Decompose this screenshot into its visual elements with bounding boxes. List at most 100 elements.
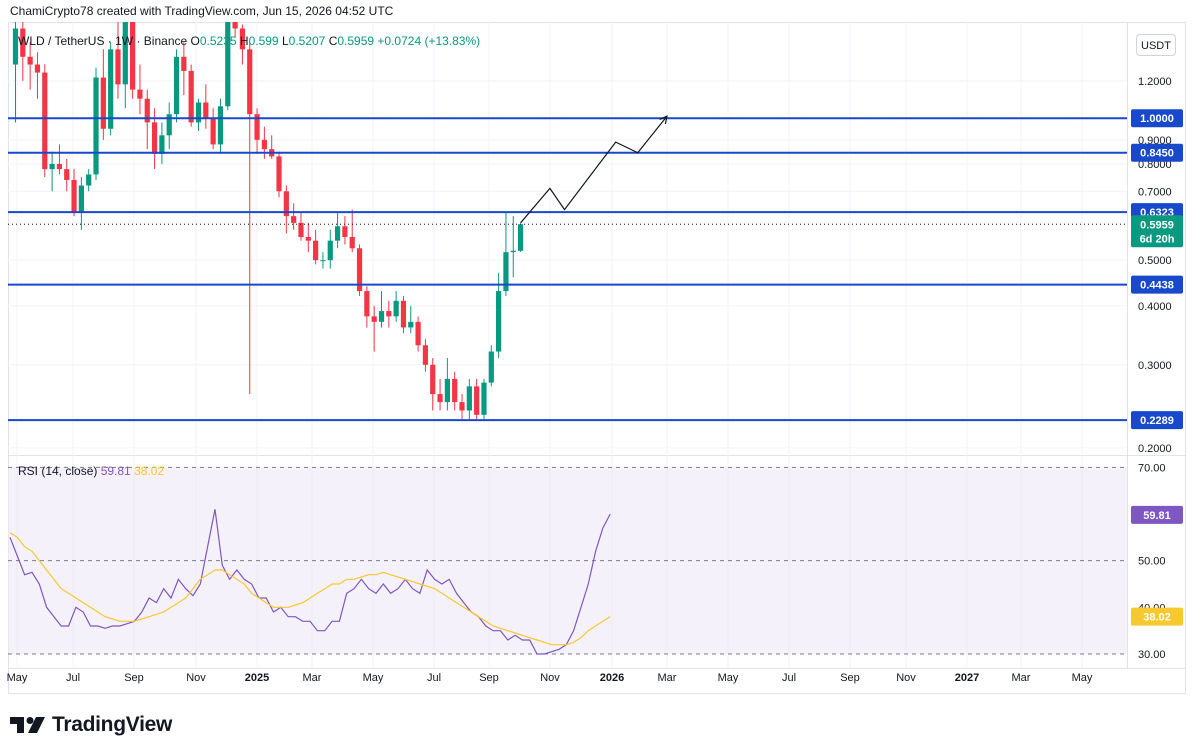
candle-body — [71, 179, 77, 213]
candle-body — [217, 106, 224, 145]
rsi-tick-label: 50.00 — [1138, 556, 1166, 568]
time-tick-label: Jul — [66, 672, 80, 684]
time-tick-label: Nov — [896, 672, 916, 684]
price-tick-label: 1.2000 — [1138, 76, 1172, 88]
brand-name: TradingView — [52, 713, 173, 736]
close-label: C — [328, 34, 338, 48]
candle-body — [27, 56, 33, 65]
candle-body — [510, 250, 516, 253]
time-tick-label: May — [7, 672, 28, 684]
candle-body — [195, 102, 202, 123]
candle-body — [393, 300, 399, 317]
price-tick-label: 0.4000 — [1138, 301, 1172, 313]
projection-arrowhead — [659, 115, 668, 125]
rsi-legend: RSI (14, close) 59.81 38.02 — [18, 464, 164, 478]
symbol-legend: WLD / TetherUS · 1W · Binance O0.5235 H0… — [18, 34, 480, 48]
price-tick-label: 0.3000 — [1138, 360, 1172, 372]
candle-body — [488, 351, 494, 383]
candle-body — [93, 77, 99, 175]
candle-body — [100, 77, 106, 129]
time-tick-label: Sep — [479, 672, 499, 684]
high-value: 0.599 — [248, 34, 279, 48]
time-tick-label: May — [718, 672, 739, 684]
candle-body — [247, 49, 253, 115]
candle-body — [34, 64, 41, 73]
candle-body — [496, 291, 502, 352]
candle-body — [517, 224, 524, 251]
time-tick-label: Mar — [658, 672, 677, 684]
candles — [12, 22, 524, 420]
candle-body — [144, 98, 150, 123]
rsi-tick-label: 30.00 — [1138, 649, 1166, 661]
candle-body — [78, 185, 84, 213]
rsi-ma-line — [9, 532, 611, 646]
candle-body — [42, 72, 48, 170]
close-value: 0.5959 — [337, 34, 375, 48]
rsi-current-value: 59.81 — [100, 464, 131, 478]
candle-body — [356, 248, 363, 292]
rsi-ma-value-tag-label: 38.02 — [1143, 612, 1171, 624]
candle-body — [400, 300, 407, 328]
candle-body — [173, 56, 180, 115]
candle-body — [503, 252, 509, 292]
level-price-tag — [1131, 143, 1183, 162]
open-label: O — [190, 34, 200, 48]
candle-body — [305, 236, 311, 241]
open-value: 0.5235 — [199, 34, 237, 48]
rsi-ma-value-tag — [1131, 607, 1183, 626]
candle-body — [430, 364, 436, 395]
symbol-name[interactable]: WLD / TetherUS · 1W · Binance — [18, 34, 188, 48]
price-tick-label: 0.7000 — [1138, 186, 1172, 198]
candle-body — [203, 102, 209, 119]
candle-body — [415, 321, 421, 346]
candle-body — [298, 222, 304, 237]
level-price-tag-label: 0.2289 — [1140, 415, 1174, 427]
candle-body — [49, 163, 55, 170]
candle-body — [181, 56, 187, 71]
tradingview-logo-icon — [10, 717, 45, 733]
candle-body — [159, 135, 165, 154]
time-tick-label: May — [1072, 672, 1093, 684]
time-tick-label: Sep — [124, 672, 144, 684]
candle-body — [342, 226, 348, 237]
time-tick-label: 2026 — [600, 672, 624, 684]
candle-body — [327, 240, 333, 261]
level-price-tag — [1131, 275, 1183, 294]
candle-body — [115, 49, 121, 85]
candle-body — [20, 28, 26, 57]
time-tick-label: May — [363, 672, 384, 684]
candle-body — [371, 316, 377, 322]
level-price-tag — [1131, 109, 1183, 128]
change-value: +0.0724 (+13.83%) — [377, 34, 481, 48]
projection-path[interactable] — [520, 115, 668, 224]
time-tick-label: Jul — [427, 672, 441, 684]
time-tick-label: Mar — [303, 672, 322, 684]
time-tick-label: Mar — [1012, 672, 1031, 684]
currency-selector[interactable]: USDT — [1136, 34, 1176, 56]
candle-body — [12, 28, 19, 65]
high-label: H — [239, 34, 249, 48]
price-tick-label: 0.5000 — [1138, 255, 1172, 267]
time-tick-label: Nov — [540, 672, 560, 684]
level-price-tag — [1131, 411, 1183, 430]
candle-body — [459, 402, 465, 411]
candle-body — [64, 169, 70, 180]
candle-body — [56, 163, 63, 170]
candle-body — [452, 378, 458, 403]
candle-body — [320, 260, 326, 262]
rsi-title[interactable]: RSI (14, close) — [18, 464, 98, 478]
time-tick-label: Sep — [840, 672, 860, 684]
candle-body — [349, 236, 355, 249]
candle-body — [276, 156, 282, 192]
candle-body — [466, 386, 472, 411]
rsi-value-tag-label: 59.81 — [1143, 510, 1171, 522]
rsi-tick-label: 70.00 — [1138, 462, 1166, 474]
chart-frame — [8, 22, 1186, 694]
candle-body — [108, 49, 114, 129]
level-price-tag-label: 0.4438 — [1140, 280, 1174, 292]
rsi-value-tag — [1131, 505, 1183, 524]
time-tick-label: Jul — [782, 672, 796, 684]
candle-body — [444, 378, 450, 403]
candle-body — [166, 114, 172, 136]
